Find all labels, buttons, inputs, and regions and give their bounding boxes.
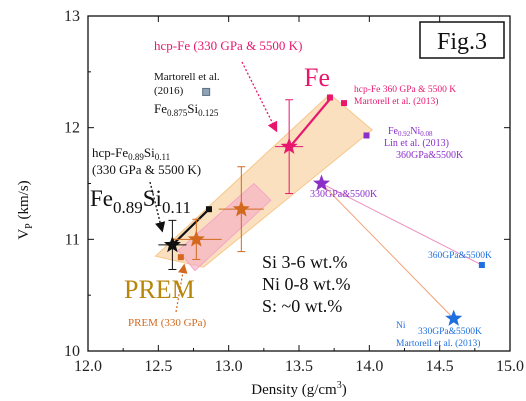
x-tick-label-1: 12.5 xyxy=(144,358,172,375)
annotation-fe360-l2: Martorell et al. (2013) xyxy=(354,96,438,107)
annotation-martorell-2016-l2: (2016) xyxy=(154,85,184,97)
x-tick-label-2: 13.0 xyxy=(215,358,243,375)
feni-line xyxy=(321,183,483,266)
x-tick-label-3: 13.5 xyxy=(285,358,313,375)
annotation-fe360-l1: hcp-Fe 360 GPa & 5500 K xyxy=(354,85,456,95)
y-tick-label-1: 11 xyxy=(65,231,80,248)
fesi-hcp-marker xyxy=(202,87,211,96)
y-tick-label-2: 12 xyxy=(64,120,80,137)
figure-label-box xyxy=(419,21,505,59)
x-ticks: 12.0 12.5 13.0 13.5 14.0 14.5 15.0 xyxy=(74,16,524,375)
annotation-feni-l3: 360GPa&5500K xyxy=(396,150,464,161)
annotation-feni-l2: Lin et al. (2013) xyxy=(384,138,449,149)
annotation-fesi-big: Fe0.89Si0.11 xyxy=(90,186,191,217)
annotation-hcp-fesi-l2: (330 GPa & 5500 K) xyxy=(92,162,201,177)
annotation-fe-big: Fe xyxy=(304,63,330,92)
arrow-hcp-fesi xyxy=(149,181,166,233)
ni-star-marker xyxy=(445,309,463,326)
y-tick-label-3: 13 xyxy=(64,8,80,25)
annotation-ni-360: 360GPa&5500K xyxy=(428,251,492,261)
annotation-fesi-formula: Fe0.875Si0.125 xyxy=(154,101,219,118)
y-axis-label: VP (km/s) xyxy=(16,180,35,239)
annotation-martorell-2016-l1: Martorell et al. xyxy=(154,71,220,83)
markers-layer xyxy=(163,87,485,326)
mix-2-marker xyxy=(187,230,205,247)
annotation-comp-l1: Si 3-6 wt.% xyxy=(262,252,348,272)
ni-marker xyxy=(478,262,485,269)
fe-top-marker xyxy=(326,94,333,101)
band-pink xyxy=(177,182,272,272)
annotation-ni-l2: 330GPa&5500K xyxy=(418,327,482,337)
x-tick-label-0: 12.0 xyxy=(74,358,102,375)
y-ticks: 10 11 12 13 xyxy=(64,8,510,360)
fe-marker xyxy=(341,100,348,107)
annotation-prem-big: PREM xyxy=(124,275,195,304)
annotation-ni-l1: Ni xyxy=(396,321,406,331)
annotation-hcp-fe: hcp-Fe (330 GPa & 5500 K) xyxy=(154,38,302,53)
arrow-hcp-fe xyxy=(241,61,278,133)
annotation-star-330: 330GPa&5500K xyxy=(310,189,378,200)
mix-1-marker xyxy=(232,200,250,217)
feni-marker xyxy=(363,132,370,139)
fesi-star-marker xyxy=(163,235,181,253)
fe-star-marker xyxy=(312,174,331,191)
prem-marker xyxy=(177,254,184,261)
annotation-ni-l3: Martorell et al. (2013) xyxy=(396,338,480,349)
x-tick-label-6: 15.0 xyxy=(496,358,524,375)
fe-line xyxy=(291,96,333,146)
bands-layer xyxy=(154,93,373,272)
x-axis-label: Density (g/cm3) xyxy=(251,380,346,398)
y-tick-label-0: 10 xyxy=(64,343,80,360)
x-tick-label-5: 14.5 xyxy=(426,358,454,375)
ni-line xyxy=(321,183,455,319)
annotation-comp-l2: Ni 0-8 wt.% xyxy=(262,274,351,294)
annotation-prem-330: PREM (330 GPa) xyxy=(128,317,207,329)
annotation-hcp-fesi: hcp-Fe0.89Si0.11 xyxy=(92,145,170,162)
fesi-end-marker xyxy=(205,206,212,213)
x-tick-label-4: 14.0 xyxy=(355,358,383,375)
annotation-comp-l3: S: ~0 wt.% xyxy=(262,296,342,316)
fe330-star-marker xyxy=(280,137,298,154)
annotation-feni-formula: Fe0.92Ni0.08 xyxy=(388,126,433,138)
figure-label: Fig.3 xyxy=(437,29,487,55)
